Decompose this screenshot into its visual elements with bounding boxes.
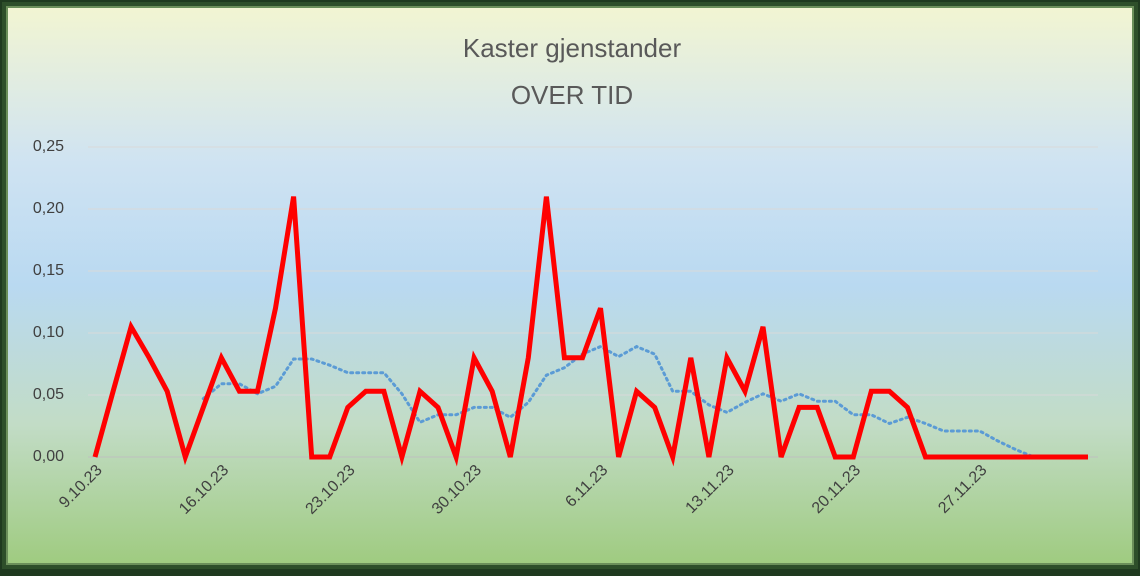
y-tick-label: 0,25 — [33, 138, 64, 155]
line-series — [201, 344, 1090, 459]
line-series — [92, 196, 1088, 467]
chart-subtitle: OVER TID — [511, 80, 633, 110]
y-tick-label: 0,10 — [33, 324, 64, 341]
y-tick-label: 0,15 — [33, 262, 64, 279]
chart-title: Kaster gjenstander — [463, 33, 682, 63]
y-tick-label: 0,00 — [33, 448, 64, 465]
plot-background — [6, 6, 1134, 565]
y-tick-label: 0,20 — [33, 200, 64, 217]
y-tick-label: 0,05 — [33, 386, 64, 403]
